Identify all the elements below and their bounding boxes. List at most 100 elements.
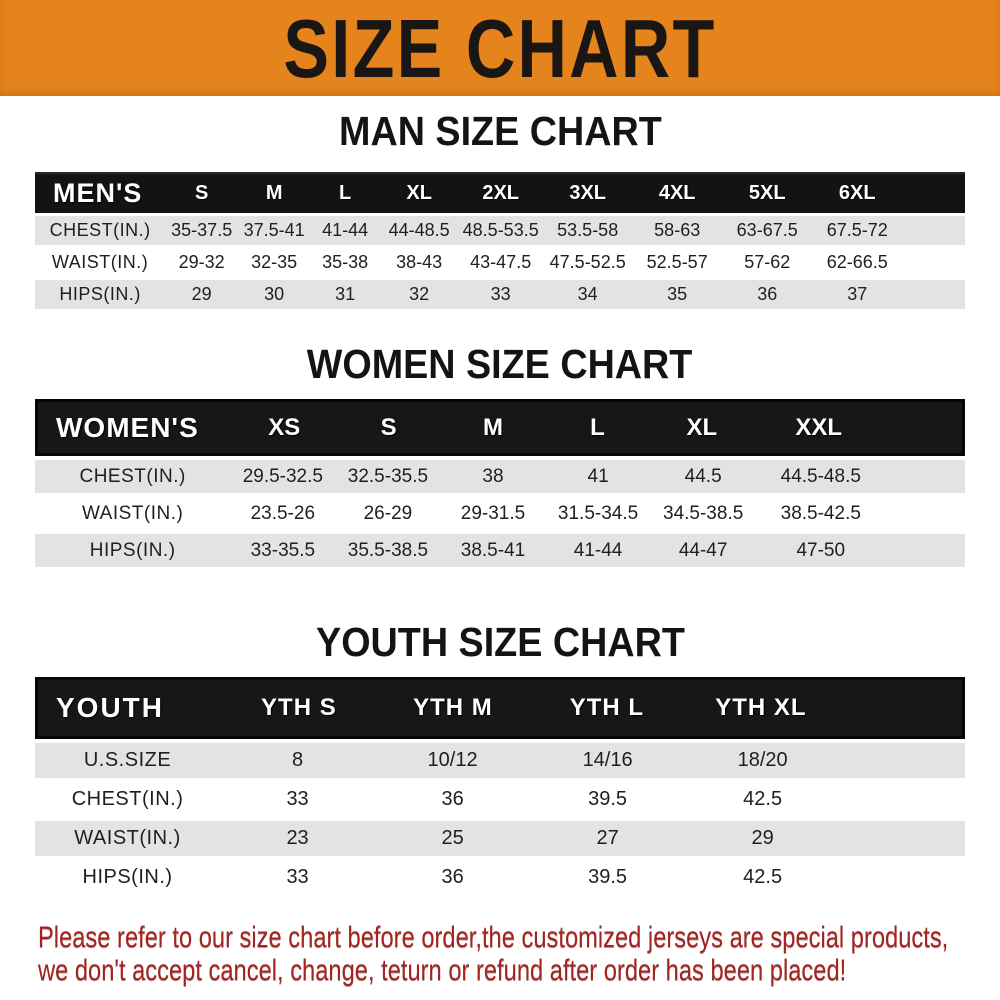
table-row: HIPS(IN.) 29 30 31 32 33 34 35 36 37 xyxy=(35,280,965,309)
size-value: 36 xyxy=(441,788,464,810)
table-row: CHEST(IN.) 29.5-32.5 32.5-35.5 38 41 44.5 44.5… xyxy=(35,460,965,493)
row-label: HIPS(IN.) xyxy=(59,284,141,304)
size-value: 48.5-53.5 xyxy=(462,220,539,240)
size-value: 52.5-57 xyxy=(646,252,708,272)
column-header: M xyxy=(483,413,504,441)
size-value: 38.5-42.5 xyxy=(780,502,861,524)
column-header: L xyxy=(590,413,605,441)
size-value: 37.5-41 xyxy=(243,220,305,240)
column-header: 2XL xyxy=(482,182,520,204)
size-value: 29 xyxy=(751,827,774,849)
size-value: 44-48.5 xyxy=(388,220,450,240)
man-section-title-text: MAN SIZE CHART xyxy=(338,108,662,154)
row-label: HIPS(IN.) xyxy=(82,866,173,888)
table-row: WAIST(IN.) 23.5-26 26-29 29-31.5 31.5-34.5 34… xyxy=(35,497,965,530)
size-value: 35-38 xyxy=(322,252,369,272)
size-value: 44-47 xyxy=(678,539,728,561)
size-value: 42.5 xyxy=(743,866,783,888)
row-label: WAIST(IN.) xyxy=(51,252,149,272)
table-row: HIPS(IN.) 33-35.5 35.5-38.5 38.5-41 41-44 44-… xyxy=(35,534,965,567)
column-header: YTH XL xyxy=(715,694,807,721)
table-row: U.S.SIZE 8 10/12 14/16 18/20 xyxy=(35,743,965,778)
table-row: CHEST(IN.) 33 36 39.5 42.5 xyxy=(35,782,965,817)
size-value: 34.5-38.5 xyxy=(663,502,744,524)
size-value: 23 xyxy=(286,827,309,849)
size-value: 62-66.5 xyxy=(826,252,888,272)
size-value: 47.5-52.5 xyxy=(549,252,626,272)
youth-size-table: YOUTH YTH S YTH M YTH L YTH XL U.S.SIZE 8 10/12… xyxy=(35,677,965,895)
size-value: 10/12 xyxy=(427,749,478,771)
table-header-row: YOUTH YTH S YTH M YTH L YTH XL xyxy=(35,677,965,739)
size-value: 39.5 xyxy=(588,866,628,888)
disclaimer-line-1: Please refer to our size chart before or… xyxy=(38,921,949,954)
size-value: 18/20 xyxy=(737,749,788,771)
women-section-title: WOMEN SIZE CHART xyxy=(0,341,1000,387)
table-row: HIPS(IN.) 33 36 39.5 42.5 xyxy=(35,860,965,895)
size-value: 58-63 xyxy=(654,220,701,240)
size-value: 38 xyxy=(482,465,504,487)
column-header: YTH S xyxy=(261,694,337,721)
size-value: 35-37.5 xyxy=(171,220,233,240)
size-value: 36 xyxy=(441,866,464,888)
size-value: 35 xyxy=(667,284,688,304)
row-label: CHEST(IN.) xyxy=(71,788,184,810)
size-value: 14/16 xyxy=(582,749,633,771)
size-value: 32-35 xyxy=(251,252,298,272)
size-value: 33 xyxy=(490,284,511,304)
column-header: 3XL xyxy=(569,182,607,204)
column-header: XL xyxy=(406,182,432,204)
youth-section-title: YOUTH SIZE CHART xyxy=(0,619,1000,665)
table-header-row: WOMEN'S XS S M L XL XXL xyxy=(35,399,965,456)
size-value: 67.5-72 xyxy=(826,220,888,240)
size-value: 32 xyxy=(409,284,430,304)
size-value: 41-44 xyxy=(322,220,369,240)
row-label: U.S.SIZE xyxy=(83,749,172,771)
size-value: 8 xyxy=(292,749,304,771)
banner: SIZE CHART xyxy=(0,0,1000,96)
size-value: 31 xyxy=(335,284,356,304)
size-value: 33 xyxy=(286,866,309,888)
row-label: HIPS(IN.) xyxy=(89,539,176,561)
size-value: 43-47.5 xyxy=(470,252,532,272)
column-header: XXL xyxy=(795,413,843,441)
man-section-title: MAN SIZE CHART xyxy=(0,108,1000,154)
women-size-table: WOMEN'S XS S M L XL XXL CHEST(IN.) 29.5-32.5 32.5… xyxy=(35,399,965,567)
size-value: 53.5-58 xyxy=(557,220,619,240)
banner-title: SIZE CHART xyxy=(283,1,717,95)
size-value: 41 xyxy=(587,465,609,487)
size-value: 30 xyxy=(264,284,285,304)
size-value: 63-67.5 xyxy=(736,220,798,240)
size-value: 31.5-34.5 xyxy=(557,502,639,524)
size-value: 39.5 xyxy=(588,788,628,810)
size-value: 33-35.5 xyxy=(250,539,316,561)
row-label: CHEST(IN.) xyxy=(79,465,186,487)
column-header: M xyxy=(265,182,283,204)
size-value: 57-62 xyxy=(744,252,791,272)
column-header: XS xyxy=(268,413,301,441)
youth-section-title-text: YOUTH SIZE CHART xyxy=(315,619,685,665)
column-header: 4XL xyxy=(658,182,696,204)
column-header: S xyxy=(195,182,209,204)
disclaimer-line-2: we don't accept cancel, change, teturn o… xyxy=(38,954,847,987)
column-header: YTH M xyxy=(413,694,493,721)
size-value: 23.5-26 xyxy=(250,502,316,524)
men-size-table: MEN'S S M L XL 2XL 3XL 4XL 5XL 6XL CHEST(IN.) 35-37… xyxy=(35,172,965,309)
row-label: WAIST(IN.) xyxy=(81,502,184,524)
size-value: 47-50 xyxy=(796,539,846,561)
size-value: 27 xyxy=(596,827,619,849)
table-header-label: WOMEN'S xyxy=(56,411,199,443)
size-value: 41-44 xyxy=(573,539,623,561)
table-header-label: YOUTH xyxy=(56,692,164,723)
size-value: 29-32 xyxy=(178,252,225,272)
column-header: YTH L xyxy=(569,694,645,721)
row-label: WAIST(IN.) xyxy=(74,827,181,849)
column-header: S xyxy=(380,413,397,441)
size-value: 42.5 xyxy=(743,788,783,810)
column-header: 6XL xyxy=(838,182,876,204)
size-value: 44.5-48.5 xyxy=(780,465,861,487)
size-value: 26-29 xyxy=(363,502,413,524)
table-row: WAIST(IN.) 29-32 32-35 35-38 38-43 43-47.5 47.… xyxy=(35,248,965,277)
size-value: 35.5-38.5 xyxy=(347,539,429,561)
table-header-label: MEN'S xyxy=(53,178,143,208)
